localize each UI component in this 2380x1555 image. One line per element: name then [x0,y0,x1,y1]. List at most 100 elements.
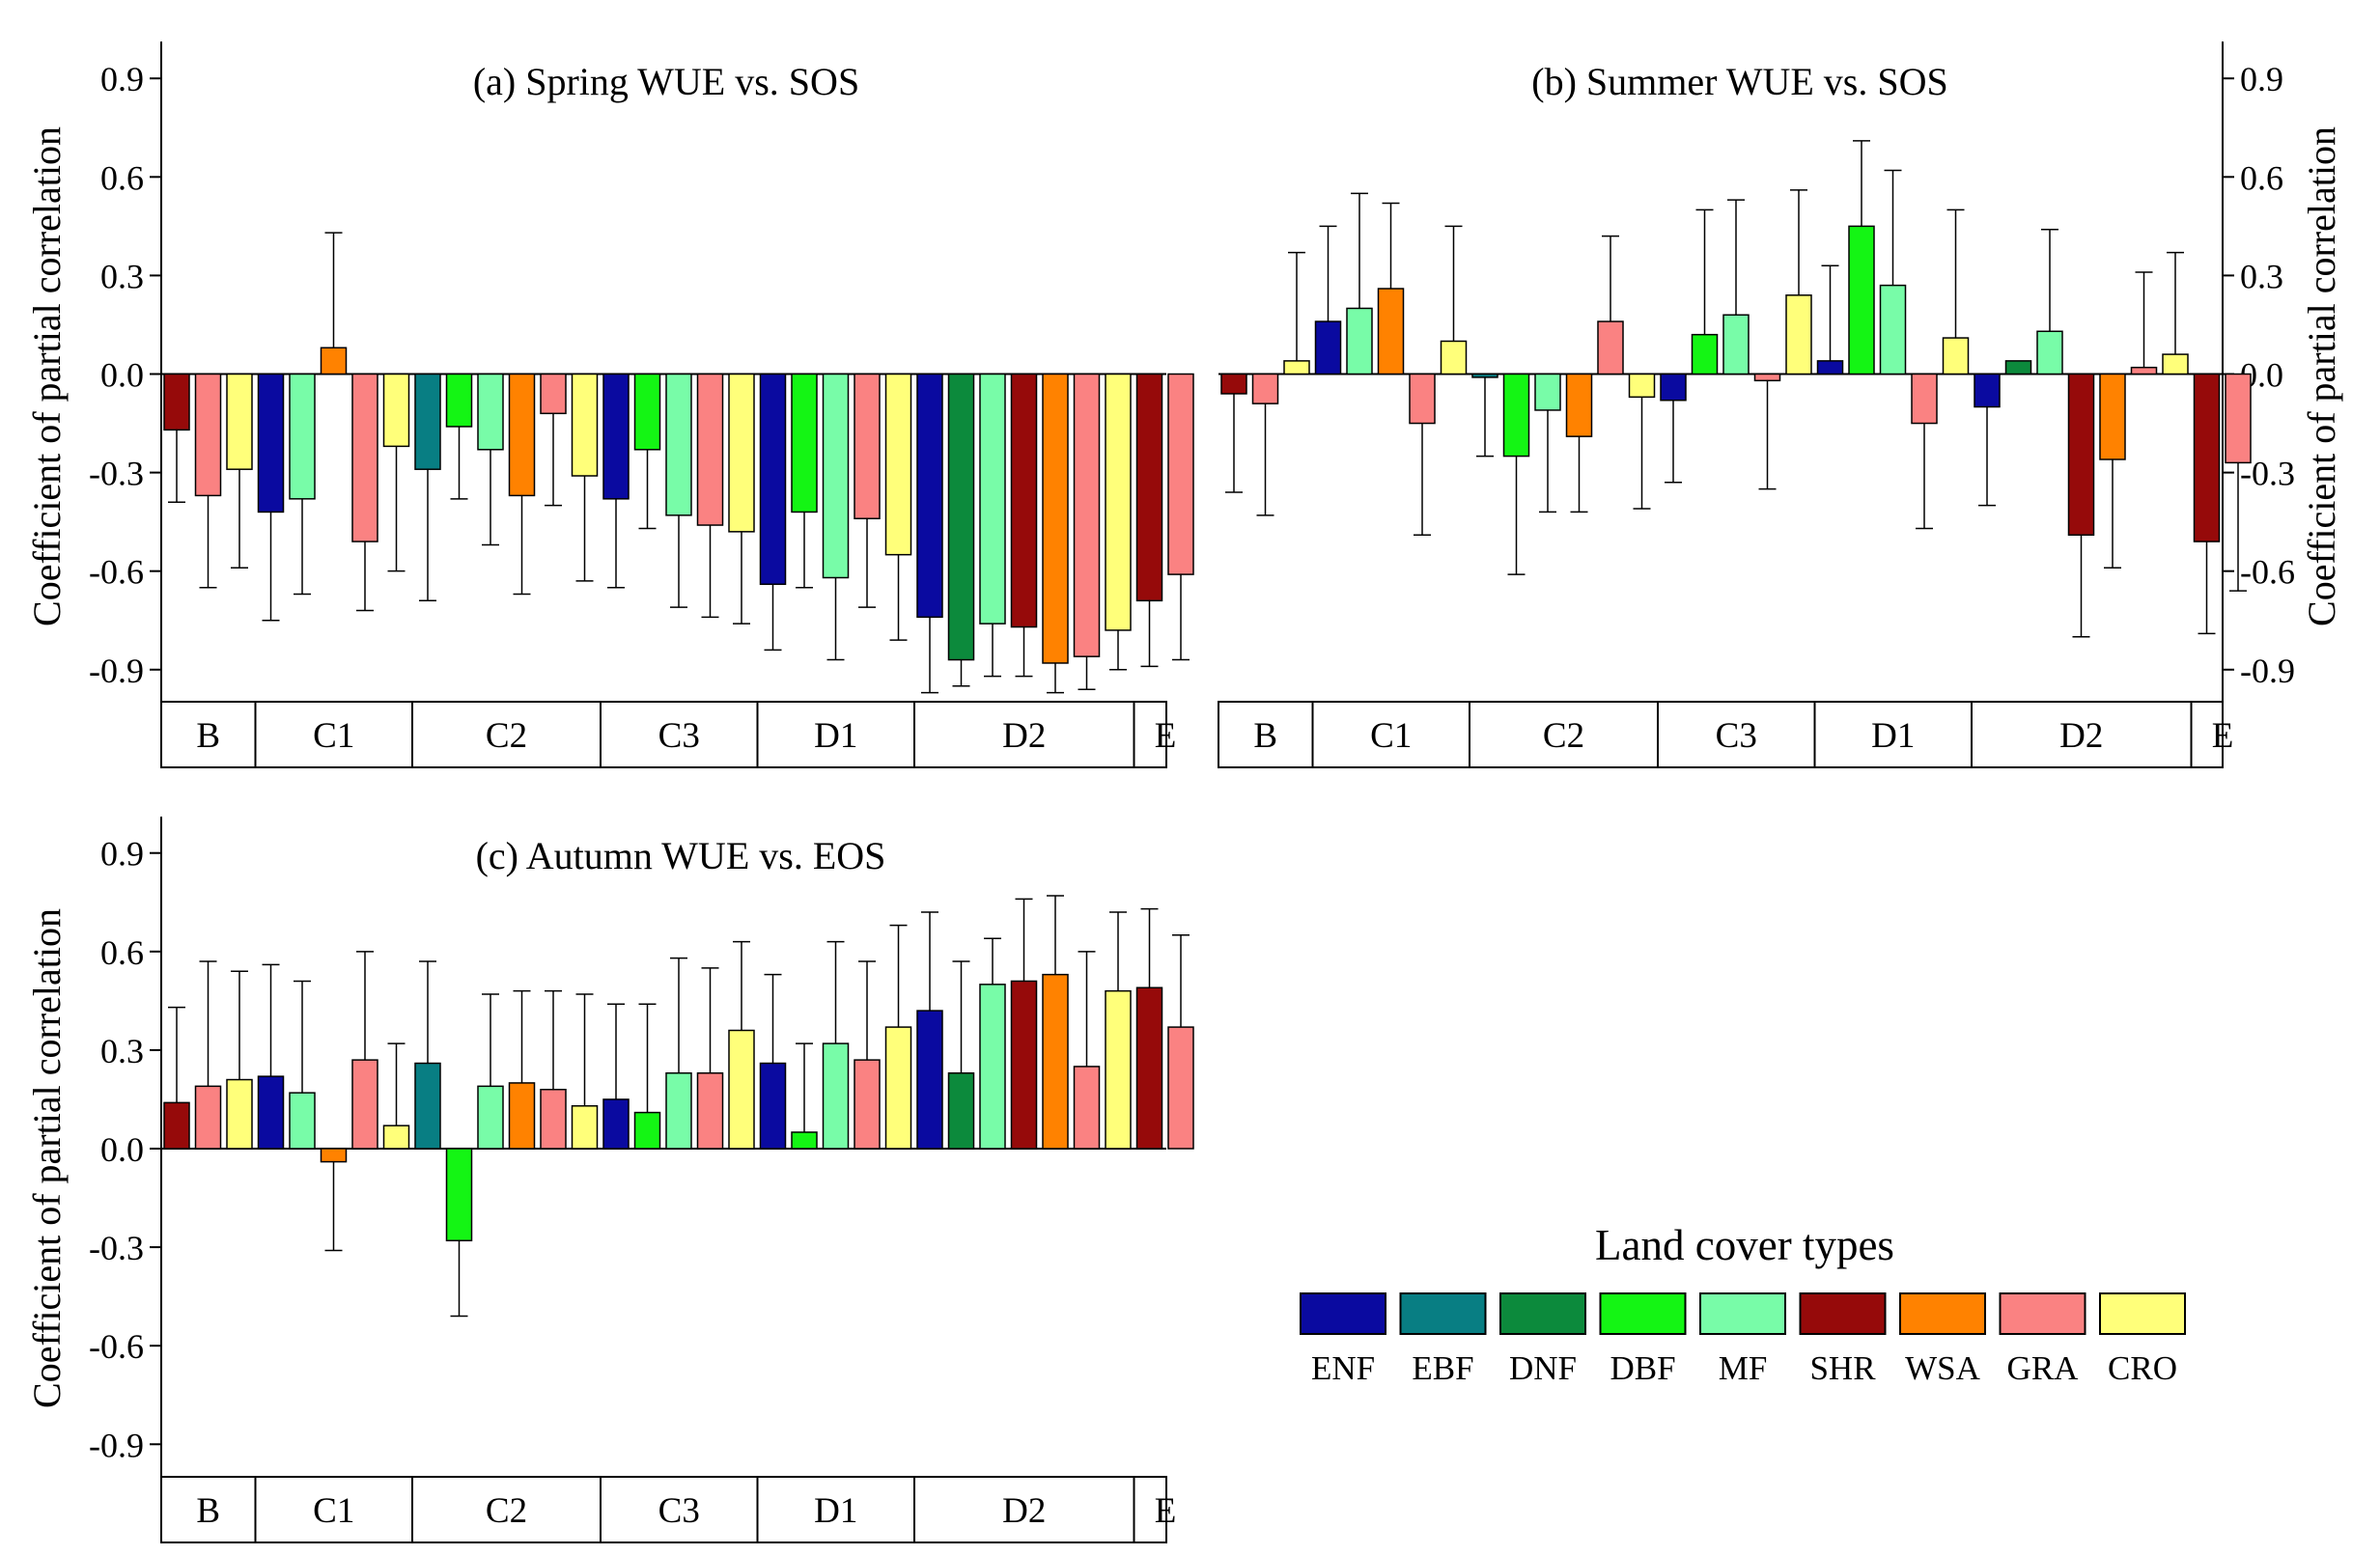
group-label-B: B [1253,716,1277,756]
group-label-C3: C3 [1716,716,1757,756]
legend-title: Land cover types [1595,1221,1894,1269]
bar-D1-GRA [1911,373,1938,425]
y-tick-label: -0.9 [2240,652,2295,690]
bar-B-SHR [1220,373,1247,395]
bar-C1-MF [289,373,316,500]
y-tick-label: 0.6 [100,933,144,972]
group-label-C3: C3 [658,1491,700,1531]
bar-D2-GRA [2130,366,2158,375]
y-tick-label: 0.0 [100,356,144,395]
bar-C1-CRO [382,373,410,448]
legend-label-CRO: CRO [2108,1349,2177,1387]
legend-swatch-CRO [2099,1292,2186,1335]
bar-C3-ENF [1660,373,1687,402]
bar-C1-MF [289,1092,316,1150]
bar-D1-ENF [759,373,787,586]
bar-D1-GRA [854,373,881,519]
panel-b-title: (b) Summer WUE vs. SOS [1531,60,1947,103]
bar-C3-CRO [728,1029,755,1150]
bar-B-GRA [194,373,222,497]
bar-D1-DBF [791,373,818,514]
bar-C3-MF [1722,314,1750,375]
bar-C3-MF [665,1071,692,1150]
y-tick-label: 0.0 [100,1130,144,1169]
bar-C1-WSA [320,347,348,375]
group-label-E: E [1155,716,1177,756]
legend-label-DBF: DBF [1610,1349,1675,1387]
bar-C2-DBF [1502,373,1530,458]
bar-C1-ENF [257,373,285,514]
legend-label-SHR: SHR [1809,1349,1876,1387]
legend-swatch-DBF [1599,1292,1687,1335]
bar-D2-ENF [916,1010,943,1150]
legend-swatch-ENF [1300,1292,1386,1335]
bar-D2-DNF [947,1071,975,1150]
legend-swatch-GRA [1999,1292,2086,1335]
y-tick-label: -0.9 [89,652,144,690]
y-tick-label: -0.6 [89,553,144,592]
legend-label-WSA: WSA [1905,1349,1981,1387]
group-label-E: E [1155,1491,1177,1531]
bar-D2-CRO [1105,373,1132,631]
bar-D1-ENF [1816,360,1844,375]
bar-C3-DBF [1691,333,1719,375]
legend-swatch-DNF [1499,1292,1586,1335]
bar-B-CRO [1283,360,1310,375]
bar-B-SHR [163,1101,190,1150]
group-label-D1: D1 [1871,716,1915,756]
legend-label-MF: MF [1719,1349,1768,1387]
legend: Land cover types ENF EBF DNF DBF MF SHR WSA GRA… [1300,1221,2186,1387]
bar-C2-EBF [414,373,441,470]
group-label-table [160,1476,1167,1543]
bar-C2-GRA [1597,320,1624,375]
bar-B-GRA [1251,373,1279,404]
bar-D1-GRA [854,1059,881,1150]
bar-D2-WSA [1042,973,1069,1150]
legend-swatch-WSA [1899,1292,1986,1335]
y-tick-label: 0.9 [100,60,144,98]
y-tick-label: -0.9 [89,1426,144,1464]
bar-D2-GRA [1073,1066,1101,1150]
bar-C2-GRA [540,1088,567,1150]
group-label-D1: D1 [814,716,857,756]
bar-E-SHR [2193,373,2221,542]
bar-D1-ENF [759,1062,787,1150]
bar-C2-MF [477,1085,504,1150]
bar-C1-WSA [320,1148,348,1163]
bar-C3-DBF [633,373,661,451]
bar-C2-DBF [445,373,473,428]
bar-C2-EBF [1471,373,1498,378]
bar-C2-WSA [508,1082,536,1150]
group-label-C1: C1 [1370,716,1412,756]
bar-C3-ENF [602,373,630,500]
bar-C2-CRO [1628,373,1656,399]
y-tick-label: -0.3 [89,455,144,493]
panel-a-spring-wue-vs-sos: (a) Spring WUE vs. SOS Coefficient of pa… [25,42,1194,768]
bar-E-SHR [1135,373,1163,602]
bar-D2-ENF [916,373,943,619]
group-label-D2: D2 [2059,716,2103,756]
bar-D2-SHR [1010,373,1038,628]
legend-label-EBF: EBF [1412,1349,1473,1387]
group-label-C2: C2 [486,716,527,756]
bar-D1-MF [822,1042,850,1150]
group-label-D2: D2 [1002,716,1046,756]
bar-C2-MF [477,373,504,451]
bar-B-SHR [163,373,190,431]
bar-D1-DBF [1848,225,1875,375]
bar-B-CRO [226,373,253,470]
bar-C1-CRO [382,1125,410,1150]
bar-C3-MF [665,373,692,516]
bar-C3-CRO [1785,294,1812,375]
group-label-D1: D1 [814,1491,857,1531]
bar-D2-SHR [2067,373,2095,536]
panel-a-title: (a) Spring WUE vs. SOS [473,60,859,103]
y-tick-label: 0.9 [100,835,144,874]
panel-c-title: (c) Autumn WUE vs. EOS [476,834,886,877]
group-label-D2: D2 [1002,1491,1046,1531]
bar-C2-WSA [1565,373,1593,437]
panel-c-autumn-wue-vs-eos: (c) Autumn WUE vs. EOS Coefficient of pa… [25,817,1194,1543]
y-tick-label: -0.3 [89,1229,144,1267]
group-label-C2: C2 [1543,716,1584,756]
